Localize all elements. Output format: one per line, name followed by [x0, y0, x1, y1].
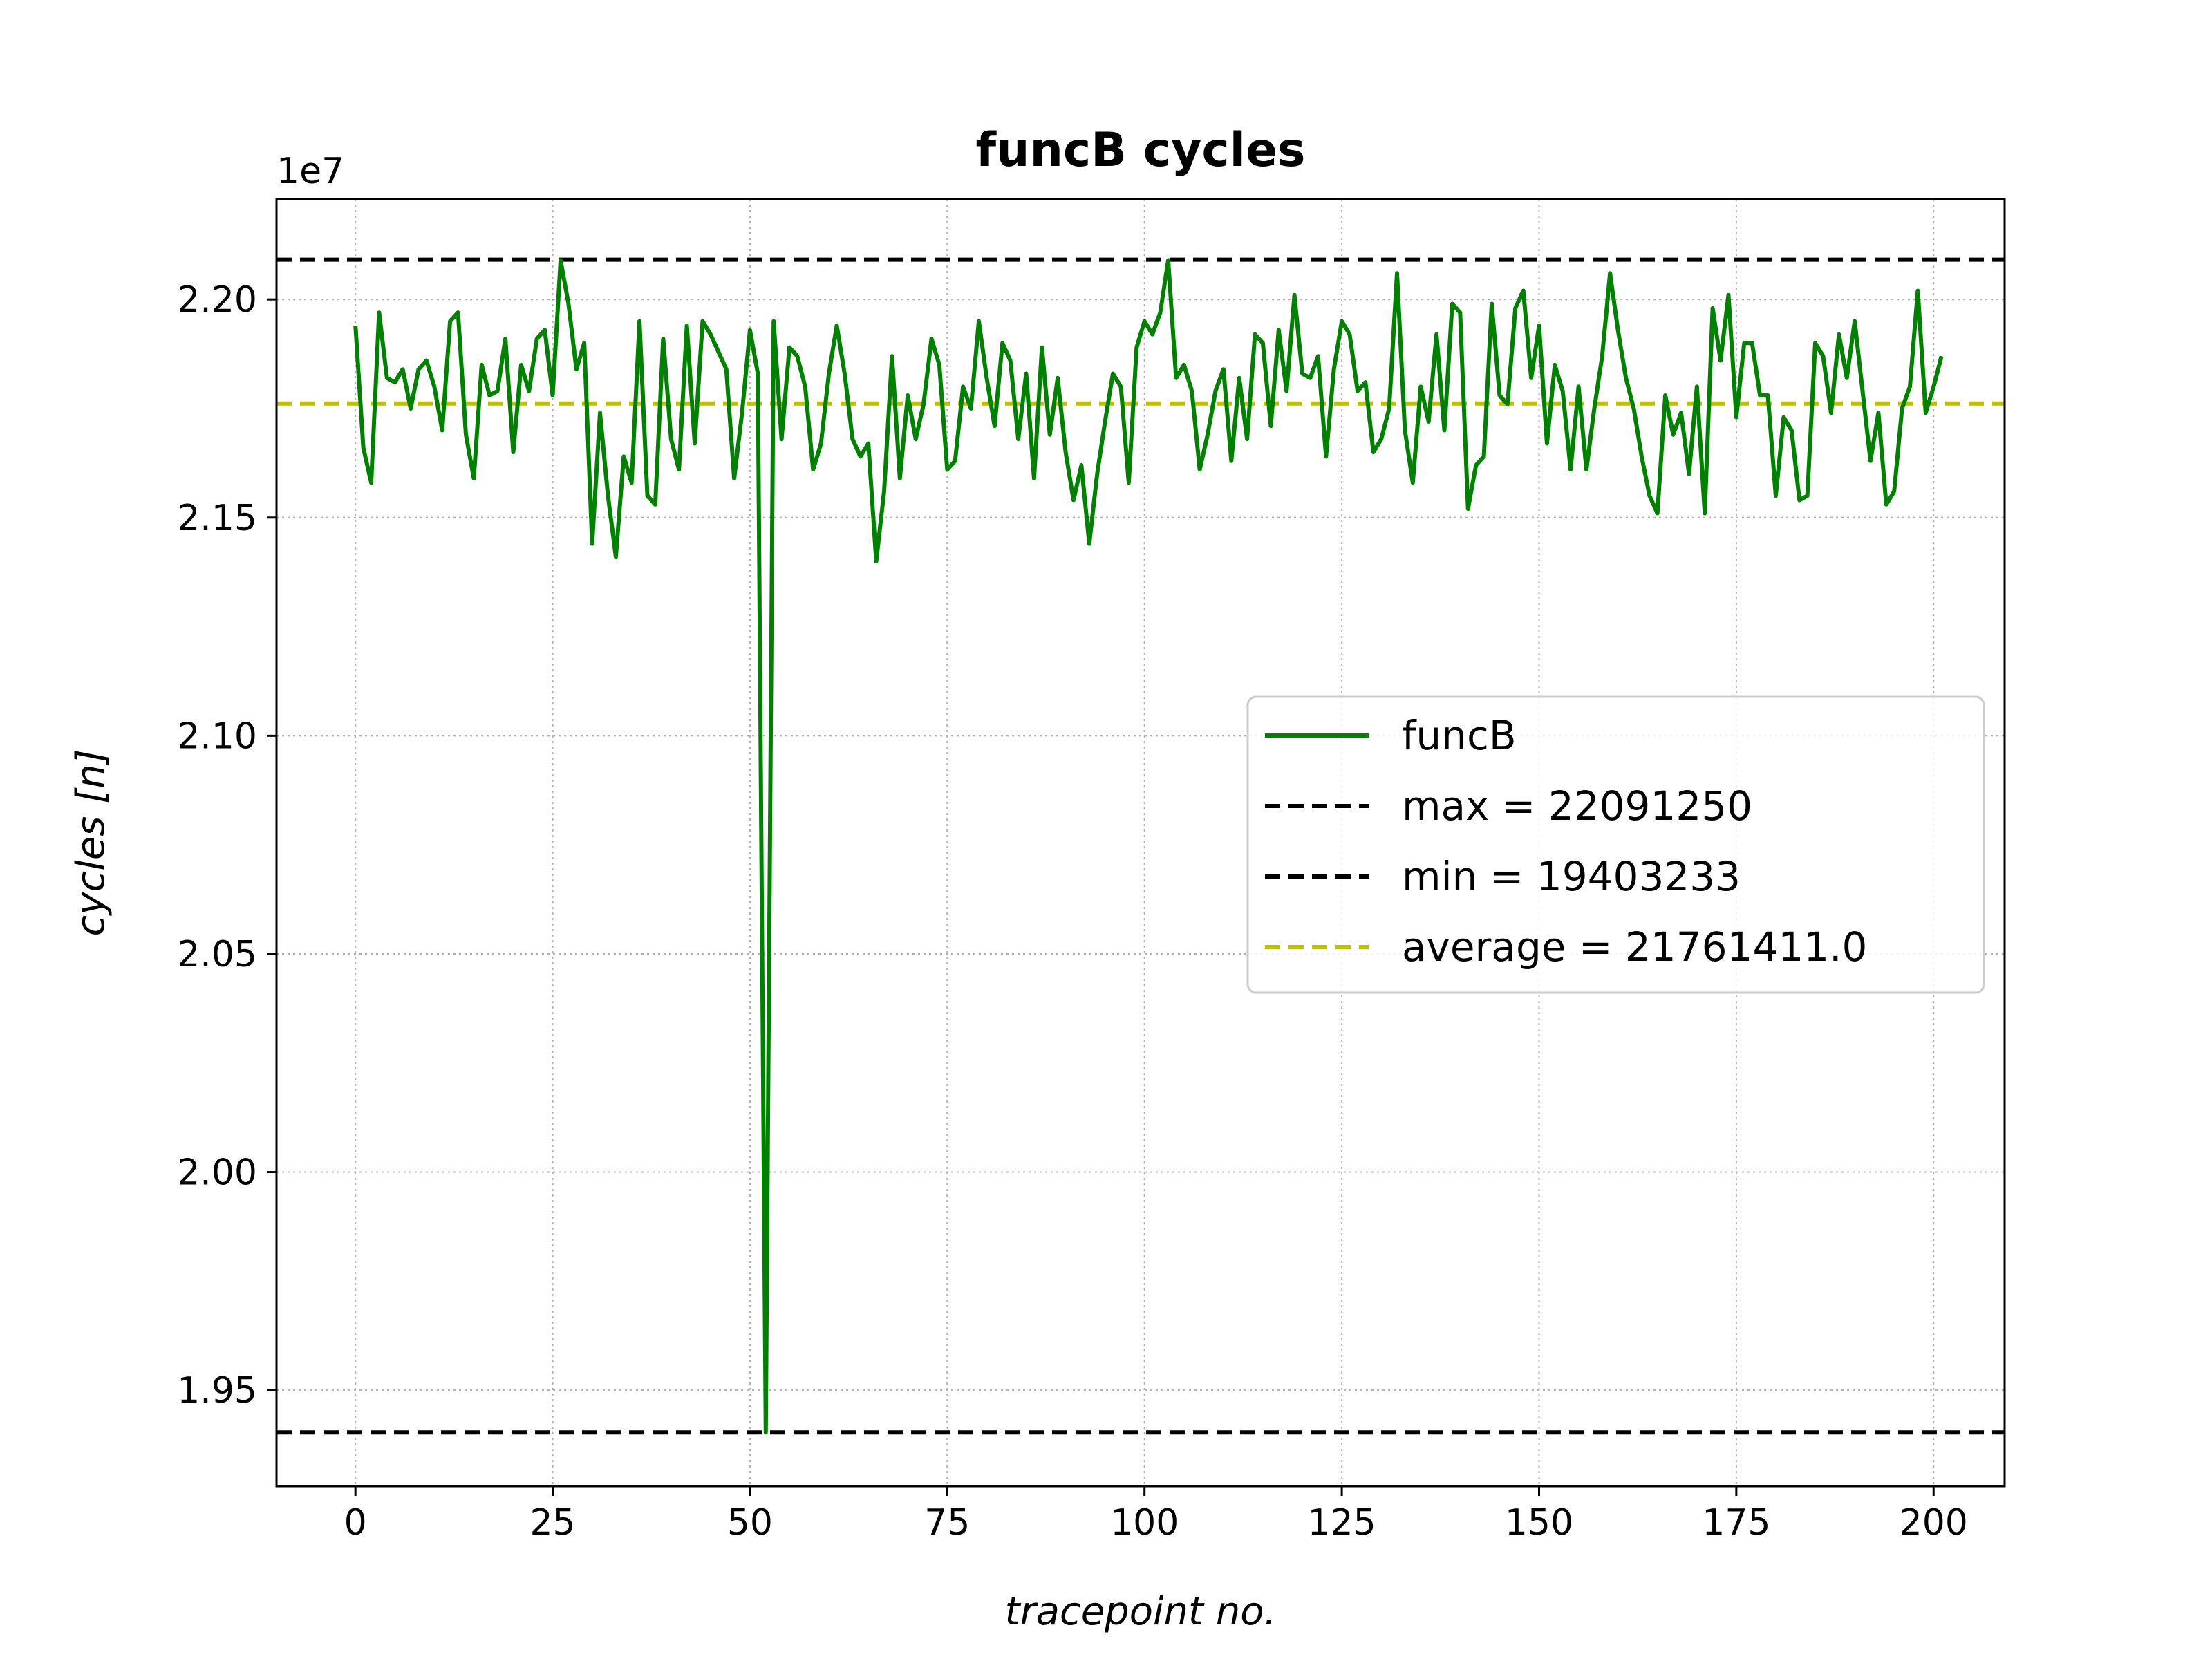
y-axis: 1.95 2.00 2.05 2.10 2.15 2.20 — [177, 279, 276, 1412]
y-offset-label: 1e7 — [276, 151, 344, 192]
x-axis: 0 25 50 75 100 125 150 175 200 — [344, 1486, 1968, 1544]
x-tick-label: 150 — [1505, 1502, 1573, 1544]
x-tick-label: 75 — [924, 1502, 970, 1544]
chart-title: funcB cycles — [975, 123, 1305, 178]
x-tick-label: 175 — [1702, 1502, 1770, 1544]
x-axis-label: tracepoint no. — [1005, 1589, 1277, 1634]
x-tick-label: 100 — [1110, 1502, 1179, 1544]
x-tick-label: 0 — [344, 1502, 367, 1544]
reference-lines — [276, 257, 2005, 1435]
y-tick-label: 2.10 — [177, 715, 257, 757]
legend-label-funcb: funcB — [1402, 712, 1517, 759]
y-axis-label: cycles [n] — [68, 749, 113, 937]
plot-frame — [275, 198, 2006, 1488]
y-tick-label: 2.20 — [177, 279, 257, 321]
x-tick-label: 25 — [529, 1502, 575, 1544]
y-tick-label: 2.05 — [177, 934, 257, 975]
legend-box — [1246, 695, 1985, 994]
y-tick-label: 1.95 — [177, 1370, 257, 1412]
y-tick-label: 2.15 — [177, 498, 257, 539]
legend-label-average: average = 21761411.0 — [1402, 924, 1867, 971]
funcb-series-line — [353, 258, 1944, 1435]
series-layer — [353, 258, 1944, 1435]
legend-label-min: min = 19403233 — [1402, 853, 1741, 900]
legend-label-max: max = 22091250 — [1402, 782, 1752, 830]
x-tick-label: 50 — [727, 1502, 773, 1544]
legend: funcB max = 22091250 min = 19403233 aver… — [1246, 695, 1985, 994]
y-tick-label: 2.00 — [177, 1152, 257, 1194]
x-tick-label: 125 — [1307, 1502, 1376, 1544]
x-tick-label: 200 — [1900, 1502, 1968, 1544]
